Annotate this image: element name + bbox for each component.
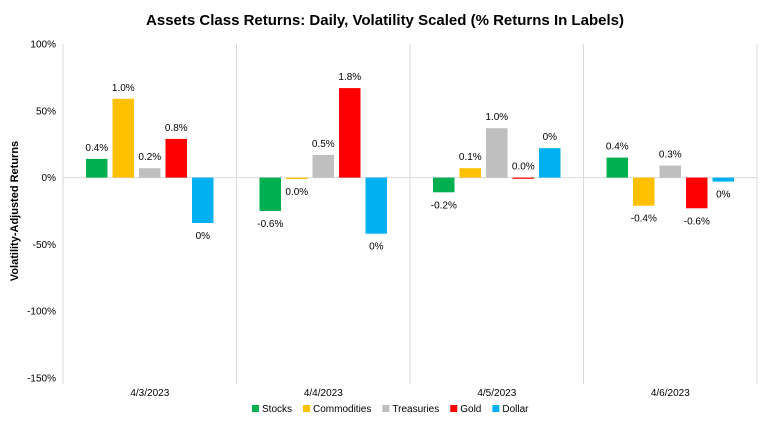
y-axis-label: Volatility-Adjusted Returns [9,141,21,281]
data-label: 0.0% [285,187,308,198]
bar-commodities [286,177,308,179]
y-tick-label: 100% [30,40,56,51]
legend-entry-gold: Gold [460,404,481,415]
bar-dollar [712,177,734,182]
data-label: 0.2% [138,152,161,163]
x-tick-label: 4/4/2023 [304,388,343,399]
legend-entry-commodities: Commodities [313,404,371,415]
y-tick-label: 0% [42,173,57,184]
bar-treasuries [659,165,681,178]
bar-gold [339,88,361,178]
data-label: 0.4% [606,142,629,153]
bar-commodities [459,168,481,178]
x-tick-label: 4/6/2023 [651,388,690,399]
y-tick-label: -150% [27,374,56,385]
data-label: -0.4% [631,214,657,225]
bar-stocks [433,177,455,193]
bar-stocks [86,158,108,178]
legend-swatch-dollar [492,405,500,412]
data-label: 1.0% [485,112,508,123]
data-label: 0.3% [659,150,682,161]
y-tick-label: 50% [36,106,56,117]
data-label: -0.6% [684,216,710,227]
data-label: 1.8% [338,72,361,83]
y-tick-label: -100% [27,307,56,318]
bar-commodities [112,98,134,178]
data-label: 0% [716,190,731,201]
legend-swatch-treasuries [382,405,390,412]
chart-title: Assets Class Returns: Daily, Volatility … [146,12,624,29]
data-label: 0.8% [165,123,188,134]
legend-swatch-commodities [303,405,311,412]
bar-commodities [633,177,655,206]
legend-swatch-gold [450,405,458,412]
data-label: 0% [369,242,384,253]
bar-stocks [259,177,281,211]
x-tick-label: 4/3/2023 [130,388,169,399]
bar-treasuries [139,168,161,178]
bar-treasuries [312,154,334,178]
data-label: 0% [543,132,558,143]
y-tick-label: -50% [33,240,56,251]
bar-dollar [192,177,214,223]
bar-stocks [606,157,628,178]
legend-entry-stocks: Stocks [262,404,292,415]
data-label: -0.6% [257,219,283,230]
data-label: -0.2% [431,200,457,211]
legend: Stocks Commodities Treasuries Gold Dollar [252,404,529,415]
data-label: 0.5% [312,139,335,150]
bar-dollar [539,148,561,178]
plot-area: 100% 50% 0% -50% -100% -150% 0.4% 1.0% 0.2% 0.8% 0… [27,40,758,399]
legend-entry-treasuries: Treasuries [392,404,439,415]
bar-treasuries [486,128,508,178]
data-label: 0.4% [85,143,108,154]
data-label: 0.1% [459,152,482,163]
bar-gold [512,177,534,179]
bar-gold [686,177,708,209]
legend-entry-dollar: Dollar [502,404,529,415]
bar-dollar [365,177,387,234]
legend-swatch-stocks [252,405,259,412]
data-label: 0% [196,231,211,242]
bar-gold [165,138,187,178]
data-label: 0.0% [512,162,535,173]
x-tick-label: 4/5/2023 [477,388,516,399]
data-label: 1.0% [112,83,135,94]
